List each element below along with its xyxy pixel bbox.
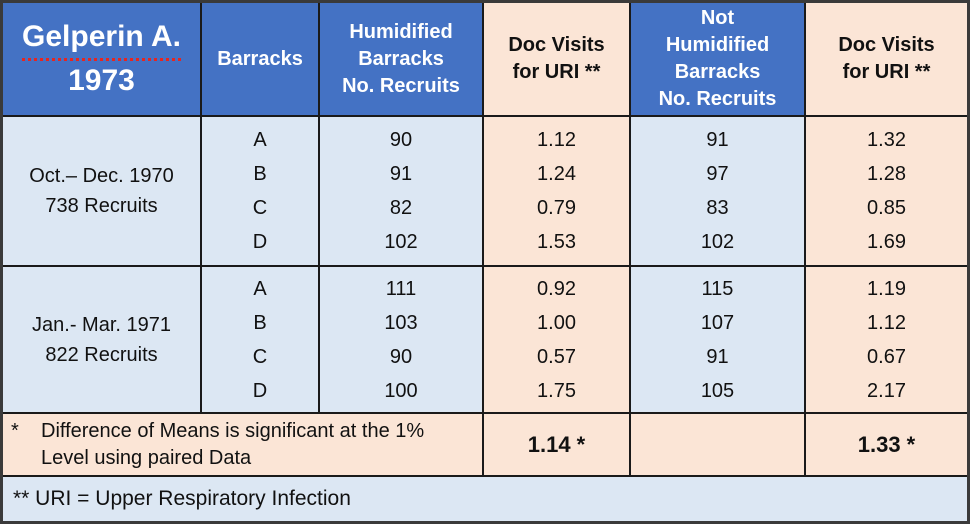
visit-rate: 0.85: [867, 197, 906, 219]
visit-rate: 2.17: [867, 379, 906, 402]
recruit-count: 105: [700, 379, 735, 402]
not-humidified-recruits-1970: 91 97 83 102: [631, 117, 806, 267]
recruit-count: 100: [384, 379, 418, 402]
barrack-letter: B: [253, 311, 267, 334]
not-humidified-mean-value: 1.33 *: [806, 414, 967, 477]
humidified-visits-1970: 1.12 1.24 0.79 1.53: [484, 117, 631, 267]
table-title-name: Gelperin A.: [22, 17, 181, 61]
recruit-count: 102: [384, 231, 418, 253]
uri-footnote-cell: ** URI = Upper Respiratory Infection: [3, 477, 967, 521]
barrack-letter: C: [252, 345, 268, 368]
recruit-count: 91: [706, 129, 729, 151]
recruit-count: 97: [706, 163, 729, 185]
not-humidified-visits-1970: 1.32 1.28 0.85 1.69: [806, 117, 967, 267]
visit-rate: 1.28: [867, 163, 906, 185]
significance-note-cell: * Difference of Means is significant at …: [3, 414, 484, 477]
col-header-doc-visits-not-humidified: Doc Visits for URI **: [806, 3, 967, 117]
period-label: Jan.- Mar. 1971: [32, 313, 171, 336]
humidified-recruits-1971: 111 103 90 100: [320, 267, 484, 414]
title-spellcheck-squiggle: Gelperin A.: [22, 17, 181, 61]
recruit-count: 82: [389, 197, 413, 219]
recruit-count: 111: [385, 277, 417, 300]
recruit-count: 83: [706, 197, 729, 219]
barrack-letter: C: [252, 197, 268, 219]
recruit-count: 102: [700, 231, 735, 253]
visit-rate: 0.67: [867, 345, 906, 368]
visit-rate: 1.24: [537, 163, 576, 185]
visit-rate: 1.32: [867, 129, 906, 151]
period-cell-1971: Jan.- Mar. 1971 822 Recruits: [3, 267, 202, 414]
recruit-count: 90: [389, 129, 413, 151]
recruit-count: 91: [706, 345, 729, 368]
recruit-count: 103: [384, 311, 418, 334]
period-cell-1970: Oct.– Dec. 1970 738 Recruits: [3, 117, 202, 267]
col-header-doc-visits-humidified: Doc Visits for URI **: [484, 3, 631, 117]
visit-rate: 1.12: [537, 129, 576, 151]
col-header-barracks: Barracks: [202, 3, 320, 117]
recruit-total: 738 Recruits: [45, 195, 158, 217]
col-header-not-humidified-recruits: Not Humidified Barracks No. Recruits: [631, 3, 806, 117]
recruit-count: 90: [389, 345, 413, 368]
humidified-recruits-1970: 90 91 82 102: [320, 117, 484, 267]
barracks-letters-1970: A B C D: [202, 117, 320, 267]
humidified-visits-1971: 0.92 1.00 0.57 1.75: [484, 267, 631, 414]
humidified-mean-value: 1.14 *: [484, 414, 631, 477]
recruit-count: 115: [701, 277, 734, 300]
not-humidified-recruits-1971: 115 107 91 105: [631, 267, 806, 414]
not-humidified-visits-1971: 1.19 1.12 0.67 2.17: [806, 267, 967, 414]
visit-rate: 1.75: [537, 379, 576, 402]
visit-rate: 1.12: [867, 311, 906, 334]
recruit-count: 107: [700, 311, 735, 334]
table-title-year: 1973: [68, 64, 135, 97]
recruit-count: 91: [389, 163, 413, 185]
barrack-letter: B: [253, 163, 267, 185]
visit-rate: 1.69: [867, 231, 906, 253]
period-label: Oct.– Dec. 1970: [29, 165, 174, 187]
barrack-letter: A: [253, 277, 267, 300]
barrack-letter: D: [252, 231, 268, 253]
significance-note: Difference of Means is significant at th…: [41, 420, 425, 469]
visit-rate: 1.19: [867, 277, 906, 300]
visit-rate: 0.57: [537, 345, 576, 368]
recruit-total: 822 Recruits: [45, 343, 158, 366]
significance-asterisk: *: [11, 420, 19, 442]
visit-rate: 0.92: [537, 277, 576, 300]
barrack-letter: A: [253, 129, 267, 151]
col-header-humidified-recruits: Humidified Barracks No. Recruits: [320, 3, 484, 117]
visit-rate: 0.79: [537, 197, 576, 219]
uri-footnote: ** URI = Upper Respiratory Infection: [13, 487, 351, 510]
empty-cell: [631, 414, 806, 477]
visit-rate: 1.00: [537, 311, 576, 334]
visit-rate: 1.53: [537, 231, 576, 253]
table-title-cell: Gelperin A. 1973: [3, 3, 202, 117]
barrack-letter: D: [252, 379, 268, 402]
barracks-letters-1971: A B C D: [202, 267, 320, 414]
